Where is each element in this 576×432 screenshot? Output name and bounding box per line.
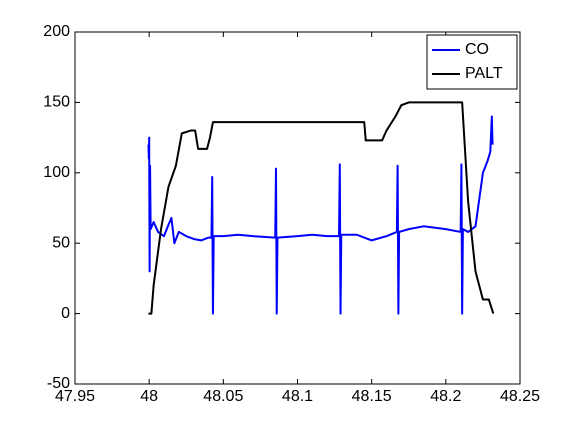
x-tick-label: 48.1 <box>282 388 313 405</box>
x-tick-label: 48.2 <box>430 388 461 405</box>
y-tick-label: -50 <box>47 375 70 392</box>
legend-box <box>426 34 518 90</box>
y-tick-label: 150 <box>43 94 70 111</box>
legend-label: PALT <box>465 65 503 82</box>
y-tick-label: 100 <box>43 164 70 181</box>
x-tick-label: 48 <box>140 388 158 405</box>
legend-label: CO <box>465 41 489 58</box>
axes-frame <box>74 31 521 385</box>
y-tick-label: 50 <box>52 234 70 251</box>
line-series <box>148 101 495 315</box>
x-tick-label: 48.05 <box>203 388 243 405</box>
x-tick-label: 47.95 <box>55 388 95 405</box>
x-tick-label: 48.15 <box>352 388 392 405</box>
line-series <box>147 115 494 315</box>
y-tick-label: 200 <box>43 23 70 40</box>
x-tick-label: 48.25 <box>500 388 540 405</box>
y-tick-label: 0 <box>61 305 70 322</box>
